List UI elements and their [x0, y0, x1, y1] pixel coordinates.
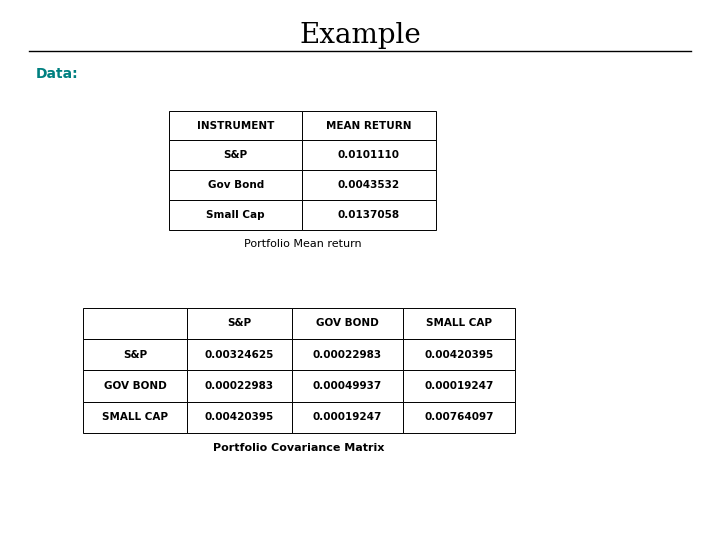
Bar: [169, 170, 302, 200]
Bar: [187, 308, 292, 339]
Text: SMALL CAP: SMALL CAP: [426, 319, 492, 328]
Bar: [83, 370, 187, 402]
Text: 0.00022983: 0.00022983: [204, 381, 274, 391]
Bar: [403, 339, 515, 370]
Text: GOV BOND: GOV BOND: [316, 319, 379, 328]
Bar: [302, 170, 436, 200]
Text: 0.0043532: 0.0043532: [338, 180, 400, 190]
Bar: [403, 370, 515, 402]
Text: Gov Bond: Gov Bond: [207, 180, 264, 190]
Bar: [292, 402, 403, 433]
Text: S&P: S&P: [228, 319, 251, 328]
Bar: [187, 339, 292, 370]
Text: S&P: S&P: [224, 150, 248, 160]
Bar: [292, 370, 403, 402]
Text: 0.0137058: 0.0137058: [338, 210, 400, 220]
Text: Portfolio Covariance Matrix: Portfolio Covariance Matrix: [213, 443, 384, 453]
Text: 0.00019247: 0.00019247: [312, 413, 382, 422]
Bar: [187, 370, 292, 402]
Text: INSTRUMENT: INSTRUMENT: [197, 120, 274, 131]
Text: S&P: S&P: [123, 350, 147, 360]
Bar: [302, 140, 436, 170]
Bar: [83, 308, 187, 339]
Text: GOV BOND: GOV BOND: [104, 381, 166, 391]
Text: 0.00764097: 0.00764097: [424, 413, 494, 422]
Bar: [403, 308, 515, 339]
Text: 0.0101110: 0.0101110: [338, 150, 400, 160]
Text: 0.00420395: 0.00420395: [424, 350, 494, 360]
Bar: [83, 339, 187, 370]
Text: Small Cap: Small Cap: [207, 210, 265, 220]
Bar: [169, 140, 302, 170]
Bar: [292, 339, 403, 370]
Text: 0.00022983: 0.00022983: [312, 350, 382, 360]
Bar: [169, 200, 302, 230]
Bar: [403, 402, 515, 433]
Bar: [292, 308, 403, 339]
Bar: [169, 111, 302, 140]
Text: SMALL CAP: SMALL CAP: [102, 413, 168, 422]
Text: Portfolio Mean return: Portfolio Mean return: [243, 239, 361, 249]
Text: MEAN RETURN: MEAN RETURN: [326, 120, 412, 131]
Text: 0.00420395: 0.00420395: [204, 413, 274, 422]
Bar: [302, 111, 436, 140]
Bar: [302, 200, 436, 230]
Text: Example: Example: [299, 22, 421, 49]
Text: 0.00324625: 0.00324625: [204, 350, 274, 360]
Text: 0.00019247: 0.00019247: [424, 381, 494, 391]
Text: Data:: Data:: [36, 68, 78, 82]
Bar: [187, 402, 292, 433]
Bar: [83, 402, 187, 433]
Text: 0.00049937: 0.00049937: [312, 381, 382, 391]
